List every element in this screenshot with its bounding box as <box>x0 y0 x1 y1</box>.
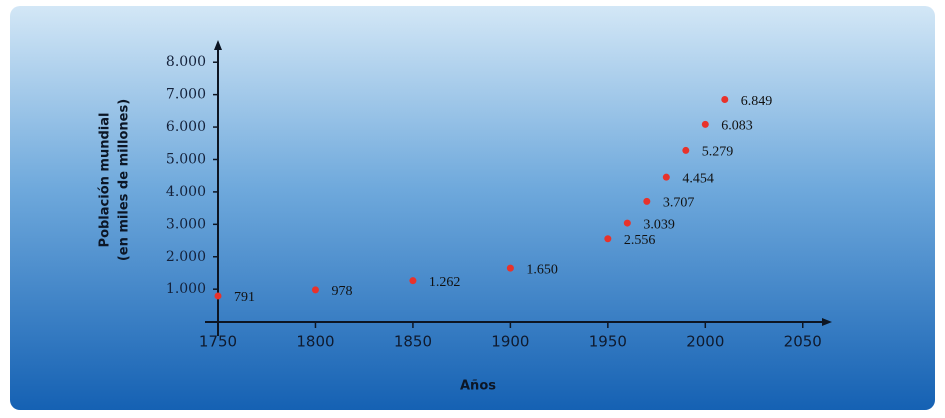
panel <box>10 6 935 410</box>
point-label: 978 <box>331 284 352 299</box>
x-arrow <box>822 318 832 326</box>
point <box>721 96 729 104</box>
y-arrow <box>214 40 222 50</box>
x-tick-label: 2000 <box>686 333 724 351</box>
point-label: 6.849 <box>741 94 773 109</box>
point <box>506 264 514 272</box>
x-tick-label: 2050 <box>784 333 822 351</box>
x-tick-label: 1850 <box>394 333 432 351</box>
x-tick-label: 1900 <box>491 333 529 351</box>
point <box>701 120 709 128</box>
point <box>214 292 222 300</box>
point <box>682 146 690 154</box>
y-tick-label: 2.000 <box>166 249 206 265</box>
y-tick-label: 1.000 <box>166 281 206 297</box>
y-tick-label: 6.000 <box>166 119 206 135</box>
point <box>604 235 612 243</box>
y-tick-label: 5.000 <box>166 151 206 167</box>
point <box>643 197 651 205</box>
point-label: 3.707 <box>663 196 695 211</box>
y-label: (en miles de millones) <box>117 99 132 261</box>
y-tick-label: 7.000 <box>166 87 206 103</box>
point-label: 1.262 <box>429 275 461 290</box>
y-tick-label: 8.000 <box>166 54 206 70</box>
point-label: 3.039 <box>643 217 675 232</box>
point-label: 1.650 <box>526 262 558 277</box>
point-label: 791 <box>234 290 255 305</box>
point-label: 6.083 <box>721 119 753 134</box>
y-tick-label: 3.000 <box>166 216 206 232</box>
y-label: Población mundial <box>98 113 113 248</box>
point <box>623 219 631 227</box>
point <box>662 173 670 181</box>
point-label: 2.556 <box>624 233 656 248</box>
x-tick-label: 1800 <box>296 333 334 351</box>
x-tick-label: 1750 <box>199 333 237 351</box>
point-label: 4.454 <box>682 171 714 186</box>
x-tick-label: 1950 <box>589 333 627 351</box>
x-label: Años <box>460 379 496 394</box>
point <box>409 277 417 285</box>
point <box>311 286 319 294</box>
y-tick-label: 4.000 <box>166 184 206 200</box>
point-label: 5.279 <box>702 145 734 160</box>
